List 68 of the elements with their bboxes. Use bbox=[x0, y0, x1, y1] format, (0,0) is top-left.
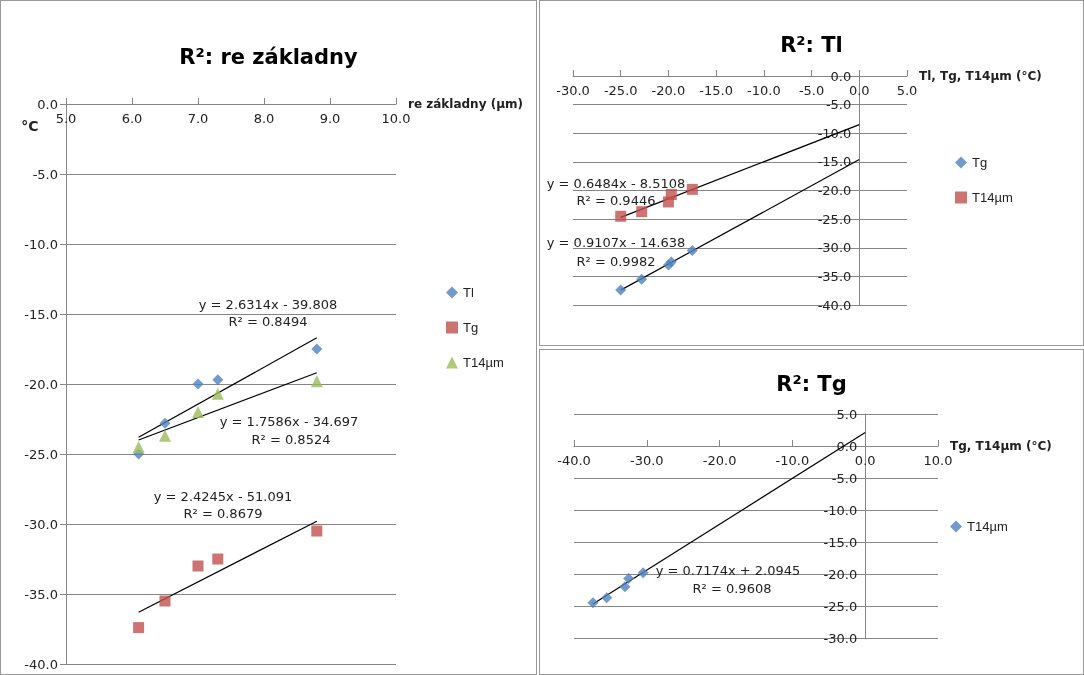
x-axis-title: Tl, Tg, T14µm (°C) bbox=[919, 69, 1042, 83]
x-tick-label: 0.0 bbox=[848, 83, 870, 98]
y-tick-label: 5.0 bbox=[836, 406, 858, 422]
y-tick-label: -25.0 bbox=[817, 211, 852, 227]
annotation: R² = 0.9608 bbox=[692, 580, 772, 596]
x-tick-label: -25.0 bbox=[603, 83, 638, 98]
x-tick-label: 7.0 bbox=[187, 111, 209, 126]
y-tick-label: -35.0 bbox=[817, 268, 852, 284]
y-axis-title: °C bbox=[21, 118, 39, 134]
y-tick-label: -15.0 bbox=[24, 306, 58, 322]
x-axis-title: re základny (µm) bbox=[408, 97, 523, 111]
x-tick-label: -10.0 bbox=[747, 83, 781, 98]
x-tick-label: 10.0 bbox=[381, 111, 411, 126]
legend-label: T14µm bbox=[463, 355, 504, 370]
y-tick-label: -15.0 bbox=[817, 154, 852, 170]
y-tick-label: -40.0 bbox=[817, 297, 852, 313]
y-tick-label: -5.0 bbox=[825, 97, 852, 113]
annotation: y = 0.9107x - 14.638 bbox=[546, 234, 686, 250]
y-tick-label: -35.0 bbox=[24, 586, 58, 602]
y-tick-label: -15.0 bbox=[823, 534, 858, 550]
x-tick-label: -30.0 bbox=[629, 453, 664, 468]
x-tick-label: -20.0 bbox=[651, 83, 686, 98]
x-tick-label: 9.0 bbox=[319, 111, 341, 126]
y-tick-label: -40.0 bbox=[24, 656, 58, 672]
x-tick-label: -30.0 bbox=[556, 83, 590, 98]
chart-title: R²: Tg bbox=[776, 371, 847, 396]
x-tick-label: 5.0 bbox=[896, 83, 918, 98]
annotation: R² = 0.8524 bbox=[251, 431, 331, 447]
y-tick-label: 0.0 bbox=[830, 68, 852, 84]
y-tick-label: -20.0 bbox=[823, 566, 858, 582]
x-tick-label: -5.0 bbox=[798, 83, 825, 98]
chart-title: R²: Tl bbox=[780, 32, 843, 57]
x-tick-label: 8.0 bbox=[253, 111, 275, 126]
annotation: R² = 0.9446 bbox=[576, 192, 656, 208]
y-tick-label: -25.0 bbox=[823, 598, 858, 614]
y-tick-label: -10.0 bbox=[823, 502, 858, 518]
annotation: y = 0.6484x - 8.5108 bbox=[546, 175, 686, 191]
x-tick-label: -15.0 bbox=[699, 83, 733, 98]
legend-label: Tg bbox=[463, 320, 479, 335]
y-tick-label: -30.0 bbox=[823, 630, 858, 646]
annotation: y = 0.7174x + 2.0945 bbox=[655, 562, 801, 578]
legend-label: T14µm bbox=[967, 519, 1008, 534]
annotation: R² = 0.9982 bbox=[576, 253, 656, 269]
annotation: y = 2.4245x - 51.091 bbox=[153, 488, 293, 504]
x-axis-title: Tg, T14µm (°C) bbox=[950, 439, 1052, 453]
x-tick-label: -10.0 bbox=[775, 453, 810, 468]
annotation: R² = 0.8494 bbox=[228, 313, 308, 329]
annotation: R² = 0.8679 bbox=[183, 505, 263, 521]
y-tick-label: 0.0 bbox=[37, 96, 58, 112]
y-tick-label: -30.0 bbox=[24, 516, 58, 532]
y-tick-label: -30.0 bbox=[817, 240, 852, 256]
y-tick-label: -5.0 bbox=[32, 166, 58, 182]
annotation: y = 2.6314x - 39.808 bbox=[198, 296, 338, 312]
y-tick-label: -20.0 bbox=[24, 376, 58, 392]
chart-title: R²: re základny bbox=[179, 44, 358, 69]
x-tick-label: 0.0 bbox=[854, 453, 876, 468]
legend-label: T14µm bbox=[972, 190, 1013, 205]
x-tick-label: 10.0 bbox=[923, 453, 953, 468]
y-tick-label: -5.0 bbox=[831, 470, 858, 486]
x-tick-label: -40.0 bbox=[557, 453, 591, 468]
legend-label: Tl bbox=[463, 285, 474, 300]
x-tick-label: 5.0 bbox=[55, 111, 77, 126]
y-tick-label: -10.0 bbox=[24, 236, 58, 252]
x-tick-label: -20.0 bbox=[702, 453, 737, 468]
y-tick-label: -20.0 bbox=[817, 183, 852, 198]
x-tick-label: 6.0 bbox=[121, 111, 143, 126]
annotation: y = 1.7586x - 34.697 bbox=[219, 413, 359, 429]
legend-label: Tg bbox=[972, 155, 988, 170]
